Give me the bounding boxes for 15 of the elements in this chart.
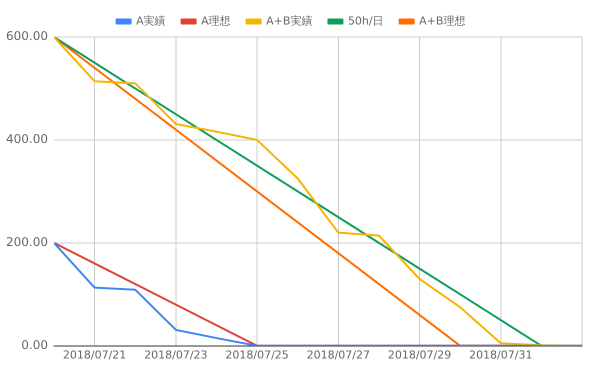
x-tick-label: 2018/07/27 xyxy=(306,348,370,362)
x-tick-label: 2018/07/25 xyxy=(225,348,289,362)
x-tick-label: 2018/07/31 xyxy=(469,348,532,362)
x-tick-label: 2018/07/21 xyxy=(62,348,126,362)
x-tick-label: 2018/07/23 xyxy=(144,348,208,362)
y-tick-label: 400.00 xyxy=(6,132,48,146)
y-tick-label: 0.00 xyxy=(21,338,48,352)
legend-label: A+B実績 xyxy=(266,14,312,28)
legend-label: 50h/日 xyxy=(348,14,384,28)
legend-label: A+B理想 xyxy=(419,14,466,28)
legend-label: A理想 xyxy=(201,14,231,28)
x-tick-label: 2018/07/29 xyxy=(388,348,452,362)
y-tick-label: 600.00 xyxy=(6,29,48,44)
legend-label: A実績 xyxy=(136,14,166,28)
y-tick-label: 200.00 xyxy=(6,234,48,249)
